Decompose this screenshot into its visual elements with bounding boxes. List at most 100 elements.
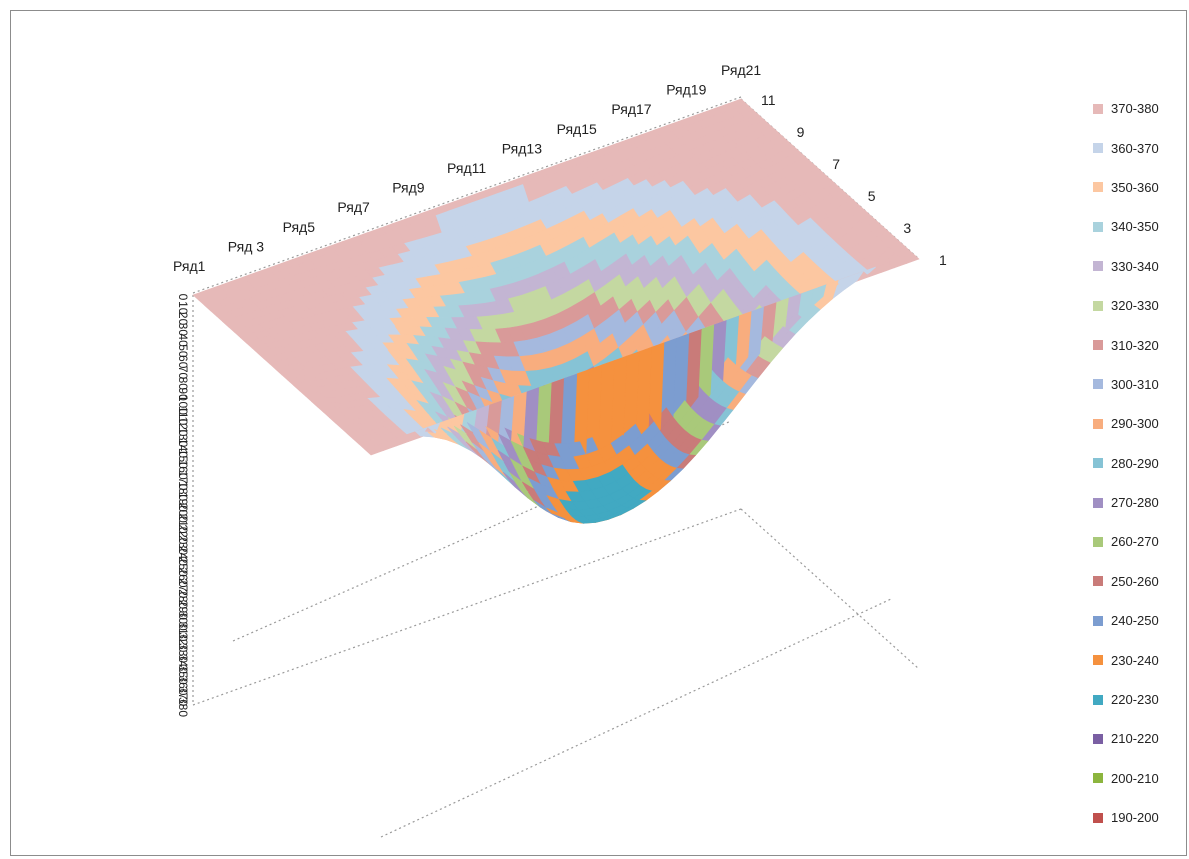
legend-item: 320-330 <box>1093 286 1189 325</box>
category-tick-label: 7 <box>832 156 840 172</box>
series-tick-label: Ряд9 <box>392 180 425 196</box>
legend-label: 280-290 <box>1111 455 1159 471</box>
legend-label: 370-380 <box>1111 101 1159 117</box>
legend-label: 250-260 <box>1111 573 1159 589</box>
legend-item: 220-230 <box>1093 680 1189 719</box>
legend-label: 270-280 <box>1111 495 1159 511</box>
series-tick-label: Ряд7 <box>337 199 370 215</box>
legend-swatch <box>1093 182 1103 193</box>
legend-swatch <box>1093 655 1103 666</box>
floor-gridline <box>740 508 920 670</box>
value-tick-label: 240 <box>176 546 190 566</box>
value-tick-label: 70 <box>176 366 190 380</box>
surface-layer <box>192 98 920 524</box>
series-tick-label: Ряд21 <box>721 62 761 78</box>
value-tick-label: 260 <box>176 568 190 588</box>
series-tick-label: Ряд1 <box>173 258 206 274</box>
value-tick-label: 190 <box>176 492 190 512</box>
chart-area: Ряд1 Ряд 3 Ряд5 Ряд7 Ряд9 Ряд11 Ряд13 Ряд15 Ряд1… <box>10 10 1187 856</box>
legend-swatch <box>1093 221 1103 232</box>
series-tick-label: Ряд5 <box>283 219 316 235</box>
value-tick-label: 60 <box>176 355 190 369</box>
series-tick-label: Ряд15 <box>557 121 597 137</box>
legend-item: 210-220 <box>1093 719 1189 758</box>
value-tick-label: 290 <box>176 600 190 620</box>
value-tick-label: 10 <box>176 301 190 315</box>
legend-item: 370-380 <box>1093 89 1189 128</box>
legend-swatch <box>1093 694 1103 705</box>
legend-item: 360-370 <box>1093 128 1189 167</box>
value-tick-label: 210 <box>176 514 190 534</box>
legend-label: 360-370 <box>1111 140 1159 156</box>
value-tick-label: 80 <box>176 377 190 391</box>
value-tick-label: 50 <box>176 344 190 358</box>
legend: 370-380 360-370 350-360 340-350 330-340 320-3… <box>1093 89 1189 837</box>
value-tick-label: 30 <box>176 323 190 337</box>
value-tick-label: 370 <box>176 686 190 706</box>
legend-label: 190-200 <box>1111 810 1159 826</box>
legend-swatch <box>1093 497 1103 508</box>
value-tick-label: 20 <box>176 312 190 326</box>
legend-label: 330-340 <box>1111 258 1159 274</box>
legend-label: 240-250 <box>1111 613 1159 629</box>
legend-item: 230-240 <box>1093 640 1189 679</box>
value-tick-label: 300 <box>176 611 190 631</box>
legend-swatch <box>1093 103 1103 114</box>
series-tick-label: Ряд17 <box>611 101 651 117</box>
legend-item: 250-260 <box>1093 562 1189 601</box>
value-tick-label: 380 <box>176 697 190 717</box>
legend-label: 290-300 <box>1111 416 1159 432</box>
value-tick-label: 360 <box>176 675 190 695</box>
legend-item: 260-270 <box>1093 522 1189 561</box>
series-tick-label: Ряд19 <box>666 82 706 98</box>
value-tick-label: 110 <box>176 406 190 425</box>
legend-item: 310-320 <box>1093 325 1189 364</box>
series-tick-label: Ряд 3 <box>228 238 265 254</box>
value-tick-label: 270 <box>176 578 190 598</box>
legend-item: 280-290 <box>1093 444 1189 483</box>
value-tick-label: 130 <box>176 427 190 447</box>
legend-item: 300-310 <box>1093 365 1189 404</box>
legend-item: 240-250 <box>1093 601 1189 640</box>
legend-swatch <box>1093 773 1103 784</box>
legend-label: 220-230 <box>1111 692 1159 708</box>
legend-swatch <box>1093 733 1103 744</box>
legend-swatch <box>1093 458 1103 469</box>
value-tick-label: 40 <box>176 333 190 347</box>
value-tick-label: 320 <box>176 632 190 652</box>
floor-gridline <box>380 598 892 838</box>
surface-patch <box>577 520 596 524</box>
legend-label: 230-240 <box>1111 652 1159 668</box>
value-tick-label: 120 <box>176 416 190 436</box>
plot-area: Ряд1 Ряд 3 Ряд5 Ряд7 Ряд9 Ряд11 Ряд13 Ряд15 Ряд1… <box>11 11 1071 857</box>
legend-label: 310-320 <box>1111 337 1159 353</box>
legend-item: 340-350 <box>1093 207 1189 246</box>
value-tick-label: 280 <box>176 589 190 609</box>
legend-item: 190-200 <box>1093 798 1189 837</box>
legend-label: 320-330 <box>1111 298 1159 314</box>
legend-swatch <box>1093 300 1103 311</box>
legend-swatch <box>1093 261 1103 272</box>
category-tick-label: 3 <box>903 220 911 236</box>
legend-swatch <box>1093 418 1103 429</box>
value-tick-label: 330 <box>176 643 190 663</box>
value-tick-label: 160 <box>176 460 190 480</box>
legend-swatch <box>1093 812 1103 823</box>
legend-label: 260-270 <box>1111 534 1159 550</box>
legend-label: 350-360 <box>1111 179 1159 195</box>
value-tick-label: 140 <box>176 438 190 458</box>
legend-item: 350-360 <box>1093 168 1189 207</box>
labels-layer: Ряд1 Ряд 3 Ряд5 Ряд7 Ряд9 Ряд11 Ряд13 Ряд15 Ряд1… <box>173 62 947 717</box>
legend-item: 290-300 <box>1093 404 1189 443</box>
floor-gridline <box>232 420 732 642</box>
surface-plot: Ряд1 Ряд 3 Ряд5 Ряд7 Ряд9 Ряд11 Ряд13 Ряд15 Ряд1… <box>173 62 947 838</box>
floor-gridline <box>192 508 742 706</box>
legend-label: 200-210 <box>1111 770 1159 786</box>
value-tick-label: 340 <box>176 654 190 674</box>
surface-patch <box>364 444 385 456</box>
value-tick-label: 180 <box>176 481 190 501</box>
legend-label: 210-220 <box>1111 731 1159 747</box>
legend-swatch <box>1093 379 1103 390</box>
category-tick-label: 5 <box>868 188 876 204</box>
value-tick-label: 350 <box>176 665 190 685</box>
